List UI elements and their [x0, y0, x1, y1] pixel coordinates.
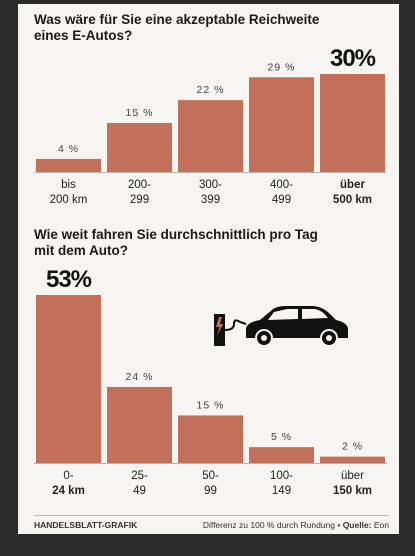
value-label-2-5: 2 % [342, 441, 363, 453]
chart-title-daily-distance: Wie weit fahren Sie durchschnittlich pro… [34, 227, 318, 258]
bar-1-2 [107, 123, 172, 172]
bar-1-3 [178, 100, 243, 172]
value-label-1-2: 15 % [126, 107, 154, 119]
value-label-1-5: 30% [330, 45, 376, 72]
category-label-2-1-2: 24 km [52, 485, 85, 497]
category-label-1-3-1: 300- [199, 179, 222, 191]
range-bar-chart: 4 % bis 200 km 15 % 200- 299 22 % 300- 399 29 % 40… [34, 45, 387, 206]
footer-brand: HANDELSBLATT-GRAFIK [34, 520, 138, 530]
category-label-1-5-2: 500 km [333, 194, 372, 206]
category-label-1-2-2: 299 [130, 194, 149, 206]
footer-source-note: Differenz zu 100 % durch Rundung • Quell… [202, 520, 389, 530]
category-label-1-1-1: bis [61, 179, 76, 191]
bar-2-1 [36, 295, 101, 463]
category-label-2-2-2: 49 [133, 485, 146, 497]
value-label-1-3: 22 % [197, 84, 225, 96]
daily-distance-bar-chart: 53% 0- 24 km 24 % 25- 49 15 % 50- 99 5 % 100- 149 2 … [34, 266, 387, 497]
value-label-2-2: 24 % [126, 371, 154, 383]
category-label-2-5-2: 150 km [333, 485, 372, 497]
bar-2-5 [320, 456, 385, 463]
category-label-2-5-1: über [341, 470, 364, 482]
category-label-2-4-1: 100- [270, 470, 293, 482]
category-label-2-3-2: 99 [204, 485, 217, 497]
bar-1-4 [249, 77, 314, 172]
category-label-1-4-2: 499 [272, 194, 291, 206]
ev-charging-car-icon [214, 306, 348, 347]
value-label-2-3: 15 % [197, 399, 225, 411]
category-label-2-2-1: 25- [131, 470, 148, 482]
footer: HANDELSBLATT-GRAFIK Differenz zu 100 % d… [34, 515, 389, 530]
bar-2-2 [107, 386, 172, 463]
bar-1-5 [320, 74, 385, 172]
value-label-2-1: 53% [46, 266, 92, 293]
category-label-2-1-1: 0- [63, 470, 73, 482]
bar-2-4 [249, 447, 314, 463]
value-label-2-4: 5 % [271, 431, 292, 443]
category-label-1-3-2: 399 [201, 194, 220, 206]
bar-2-3 [178, 415, 243, 463]
category-label-2-3-1: 50- [202, 470, 219, 482]
category-label-1-2-1: 200- [128, 179, 151, 191]
value-label-1-1: 4 % [58, 143, 79, 155]
infographic-panel: Was wäre für Sie eine akzeptable Reichwe… [18, 4, 399, 534]
chart-title-range: Was wäre für Sie eine akzeptable Reichwe… [34, 12, 320, 43]
value-label-1-4: 29 % [268, 61, 296, 73]
category-label-1-1-2: 200 km [50, 194, 88, 206]
category-label-1-4-1: 400- [270, 179, 293, 191]
category-label-1-5-1: über [340, 179, 365, 191]
category-label-2-4-2: 149 [272, 485, 291, 497]
bar-1-1 [36, 158, 101, 172]
